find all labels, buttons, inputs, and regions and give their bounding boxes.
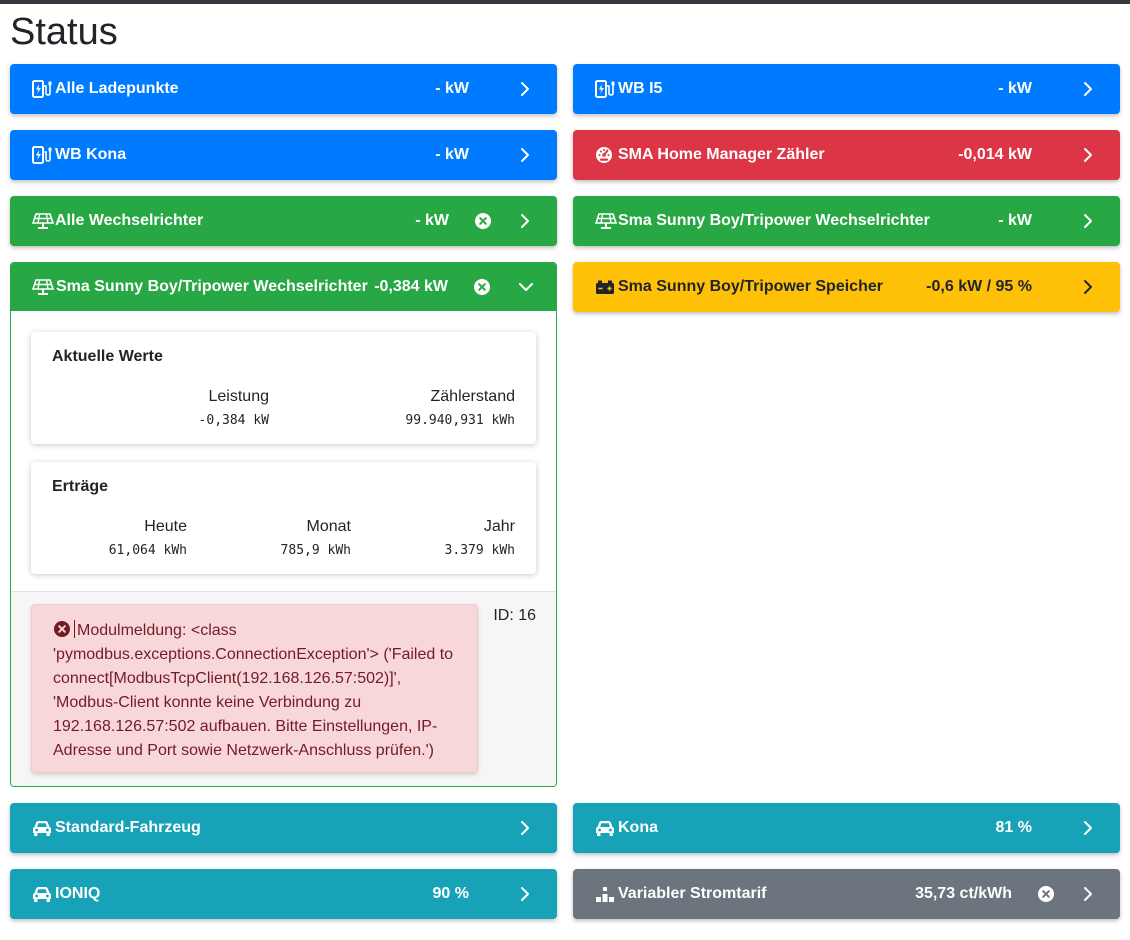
card-sma-wechselrichter[interactable]: Sma Sunny Boy/Tripower Wechselrichter - … bbox=[573, 196, 1120, 246]
card-name: Sma Sunny Boy/Tripower Wechselrichter bbox=[618, 212, 930, 229]
card-name: SMA Home Manager Zähler bbox=[618, 146, 825, 163]
monat-value: 785,9 kWh bbox=[280, 543, 351, 558]
chevron-right-icon[interactable] bbox=[517, 147, 533, 163]
card-value: - kW bbox=[435, 146, 469, 163]
card-value: 35,73 ct/kWh bbox=[915, 885, 1012, 902]
chevron-right-icon[interactable] bbox=[1080, 213, 1096, 229]
error-circle-icon bbox=[474, 279, 490, 295]
card-name: Alle Wechselrichter bbox=[55, 212, 204, 229]
jahr-column: Jahr 3.379 kWh bbox=[445, 518, 515, 559]
monat-column: Monat 785,9 kWh bbox=[281, 518, 351, 559]
error-circle-icon bbox=[475, 213, 491, 229]
aktuelle-werte-panel: Aktuelle Werte Leistung -0,384 kW Zähler… bbox=[31, 332, 536, 444]
heute-column: Heute 61,064 kWh bbox=[109, 518, 187, 559]
card-value: 81 % bbox=[995, 819, 1032, 836]
page-title: Status bbox=[10, 11, 118, 53]
alert-message: Modulmeldung: <class 'pymodbus.exception… bbox=[53, 622, 454, 759]
solar-panel-icon bbox=[595, 212, 617, 230]
ertraege-panel: Erträge Heute 61,064 kWh Monat 785,9 kWh… bbox=[31, 462, 536, 574]
card-alle-ladepunkte[interactable]: Alle Ladepunkte - kW bbox=[10, 64, 557, 114]
chevron-right-icon[interactable] bbox=[1080, 279, 1096, 295]
card-name: Variabler Stromtarif bbox=[618, 885, 767, 902]
card-sma-wechselrichter-expanded: Sma Sunny Boy/Tripower Wechselrichter -0… bbox=[10, 262, 557, 787]
card-value: - kW bbox=[998, 212, 1032, 229]
card-footer: Modulmeldung: <class 'pymodbus.exception… bbox=[11, 591, 556, 786]
card-name: Sma Sunny Boy/Tripower Wechselrichter bbox=[56, 278, 368, 295]
card-standard-fahrzeug[interactable]: Standard-Fahrzeug bbox=[10, 803, 557, 853]
panel-heading: Aktuelle Werte bbox=[52, 348, 163, 365]
jahr-value: 3.379 kWh bbox=[444, 543, 515, 558]
card-value: - kW bbox=[415, 212, 449, 229]
chevron-right-icon[interactable] bbox=[517, 81, 533, 97]
card-stromtarif[interactable]: Variabler Stromtarif 35,73 ct/kWh bbox=[573, 869, 1120, 919]
monat-label: Monat bbox=[306, 518, 351, 535]
leistung-column: Leistung -0,384 kW bbox=[199, 388, 269, 429]
card-name: Alle Ladepunkte bbox=[55, 80, 179, 97]
card-sma-home-manager[interactable]: SMA Home Manager Zähler -0,014 kW bbox=[573, 130, 1120, 180]
chevron-right-icon[interactable] bbox=[1080, 820, 1096, 836]
card-value: - kW bbox=[435, 80, 469, 97]
leistung-label: Leistung bbox=[208, 388, 270, 405]
card-value: - kW bbox=[998, 80, 1032, 97]
chevron-right-icon[interactable] bbox=[1080, 886, 1096, 902]
card-name: WB Kona bbox=[55, 146, 127, 163]
zaehlerstand-label: Zählerstand bbox=[430, 388, 516, 405]
charging-station-icon bbox=[595, 80, 617, 98]
component-id: ID: 16 bbox=[493, 607, 536, 624]
tariff-chart-icon bbox=[595, 885, 615, 903]
charging-station-icon bbox=[32, 80, 54, 98]
panel-heading: Erträge bbox=[52, 478, 109, 495]
card-value: 90 % bbox=[432, 885, 469, 902]
card-wb-kona[interactable]: WB Kona - kW bbox=[10, 130, 557, 180]
chevron-right-icon[interactable] bbox=[1080, 81, 1096, 97]
top-bar bbox=[0, 0, 1130, 4]
card-ioniq[interactable]: IONIQ 90 % bbox=[10, 869, 557, 919]
solar-panel-icon bbox=[32, 212, 54, 230]
zaehlerstand-value: 99.940,931 kWh bbox=[405, 413, 515, 428]
card-sma-speicher[interactable]: Sma Sunny Boy/Tripower Speicher -0,6 kW … bbox=[573, 262, 1120, 312]
card-value: -0,384 kW bbox=[374, 278, 448, 295]
chevron-right-icon[interactable] bbox=[517, 213, 533, 229]
chevron-right-icon[interactable] bbox=[1080, 147, 1096, 163]
solar-panel-icon bbox=[32, 278, 54, 296]
card-name: WB I5 bbox=[618, 80, 663, 97]
heute-label: Heute bbox=[144, 518, 187, 535]
chevron-right-icon[interactable] bbox=[517, 886, 533, 902]
card-name: Kona bbox=[618, 819, 658, 836]
chevron-right-icon[interactable] bbox=[517, 820, 533, 836]
car-icon bbox=[595, 819, 615, 837]
car-icon bbox=[32, 819, 52, 837]
card-kona[interactable]: Kona 81 % bbox=[573, 803, 1120, 853]
expanded-card-header[interactable]: Sma Sunny Boy/Tripower Wechselrichter -0… bbox=[11, 263, 556, 311]
error-circle-icon bbox=[1038, 886, 1054, 902]
leistung-value: -0,384 kW bbox=[198, 413, 269, 428]
alert-divider bbox=[74, 620, 75, 638]
zaehlerstand-column: Zählerstand 99.940,931 kWh bbox=[405, 388, 515, 429]
car-icon bbox=[32, 885, 52, 903]
chevron-down-icon[interactable] bbox=[518, 279, 534, 295]
jahr-label: Jahr bbox=[483, 518, 515, 535]
error-alert: Modulmeldung: <class 'pymodbus.exception… bbox=[31, 604, 478, 773]
card-alle-wechselrichter[interactable]: Alle Wechselrichter - kW bbox=[10, 196, 557, 246]
card-name: Sma Sunny Boy/Tripower Speicher bbox=[618, 278, 883, 295]
card-name: IONIQ bbox=[55, 885, 101, 902]
card-wb-i5[interactable]: WB I5 - kW bbox=[573, 64, 1120, 114]
card-value: -0,014 kW bbox=[958, 146, 1032, 163]
charging-station-icon bbox=[32, 146, 54, 164]
card-name: Standard-Fahrzeug bbox=[55, 819, 201, 836]
heute-value: 61,064 kWh bbox=[108, 543, 187, 558]
gauge-icon bbox=[595, 146, 613, 164]
battery-icon bbox=[595, 278, 615, 296]
card-value: -0,6 kW / 95 % bbox=[926, 278, 1032, 295]
